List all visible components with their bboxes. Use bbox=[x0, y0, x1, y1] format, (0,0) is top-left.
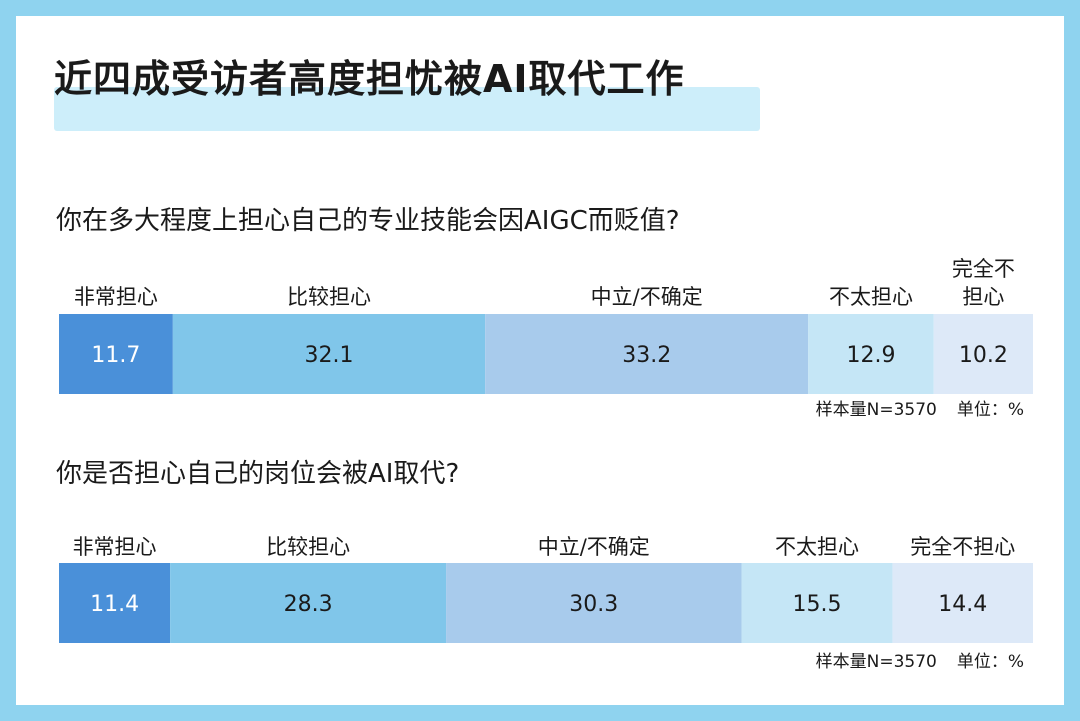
chart-2-category-label: 中立/不确定 bbox=[538, 535, 650, 559]
chart-1-sample-size: 样本量N=3570 bbox=[815, 400, 937, 420]
chart-2-sample-note: 样本量N=3570 单位：% bbox=[816, 654, 1024, 671]
chart-2-question: 你是否担心自己的岗位会被AI取代? bbox=[56, 459, 460, 489]
chart-1-category-label: 不太担心 bbox=[829, 285, 913, 309]
chart-2-value-label: 30.3 bbox=[569, 592, 618, 617]
chart-1-category-label: 比较担心 bbox=[287, 285, 371, 309]
chart-2-unit: 单位：% bbox=[956, 652, 1024, 672]
chart-area: 11.7 非常担心 32.1 比较担心 33.2 中立/不确定 12.9 不太担心 10.2 完全… bbox=[59, 257, 1033, 643]
chart-1-category-label: 完全不 bbox=[952, 257, 1015, 281]
chart-1-value-label: 32.1 bbox=[305, 343, 354, 368]
chart-1-value-label: 10.2 bbox=[959, 343, 1008, 368]
chart-2-bar-segment bbox=[741, 563, 893, 643]
chart-1-bar-segment bbox=[485, 314, 809, 394]
title-highlight bbox=[54, 87, 760, 131]
chart-2-bar-segment bbox=[59, 563, 171, 643]
chart-2-value-label: 11.4 bbox=[90, 592, 139, 617]
chart-2-bar-segment bbox=[170, 563, 447, 643]
chart-1-value-label: 11.7 bbox=[91, 343, 140, 368]
chart-1-bar-segment bbox=[172, 314, 486, 394]
chart-1-category-label: 担心 bbox=[962, 285, 1004, 309]
chart-1-value-label: 12.9 bbox=[846, 343, 895, 368]
chart-1-bar-segment bbox=[59, 314, 173, 394]
chart-1-unit: 单位：% bbox=[956, 400, 1024, 420]
chart-1-sample-note: 样本量N=3570 单位：% bbox=[816, 402, 1024, 419]
chart-2-value-label: 15.5 bbox=[793, 592, 842, 617]
chart-2-category-label: 完全不担心 bbox=[910, 535, 1015, 559]
chart-1-category-label: 中立/不确定 bbox=[591, 285, 703, 309]
chart-1-bar-segment bbox=[808, 314, 934, 394]
chart-2-category-label: 非常担心 bbox=[73, 535, 157, 559]
chart-1-question: 你在多大程度上担心自己的专业技能会因AIGC而贬值? bbox=[56, 206, 680, 236]
chart-1-value-label: 33.2 bbox=[622, 343, 671, 368]
chart-1-bar-segment bbox=[933, 314, 1033, 394]
card: 近四成受访者高度担忧被AI取代工作 你在多大程度上担心自己的专业技能会因AIGC… bbox=[16, 16, 1064, 705]
chart-1-category-label: 非常担心 bbox=[74, 285, 158, 309]
chart-2-value-label: 28.3 bbox=[284, 592, 333, 617]
page-title: 近四成受访者高度担忧被AI取代工作 bbox=[54, 57, 685, 101]
chart-2-category-label: 比较担心 bbox=[266, 535, 350, 559]
chart-2-value-label: 14.4 bbox=[938, 592, 987, 617]
chart-2-category-label: 不太担心 bbox=[775, 535, 859, 559]
chart-2-sample-size: 样本量N=3570 bbox=[815, 652, 937, 672]
chart-2-bar-segment bbox=[892, 563, 1033, 643]
chart-2-bar-segment bbox=[446, 563, 742, 643]
